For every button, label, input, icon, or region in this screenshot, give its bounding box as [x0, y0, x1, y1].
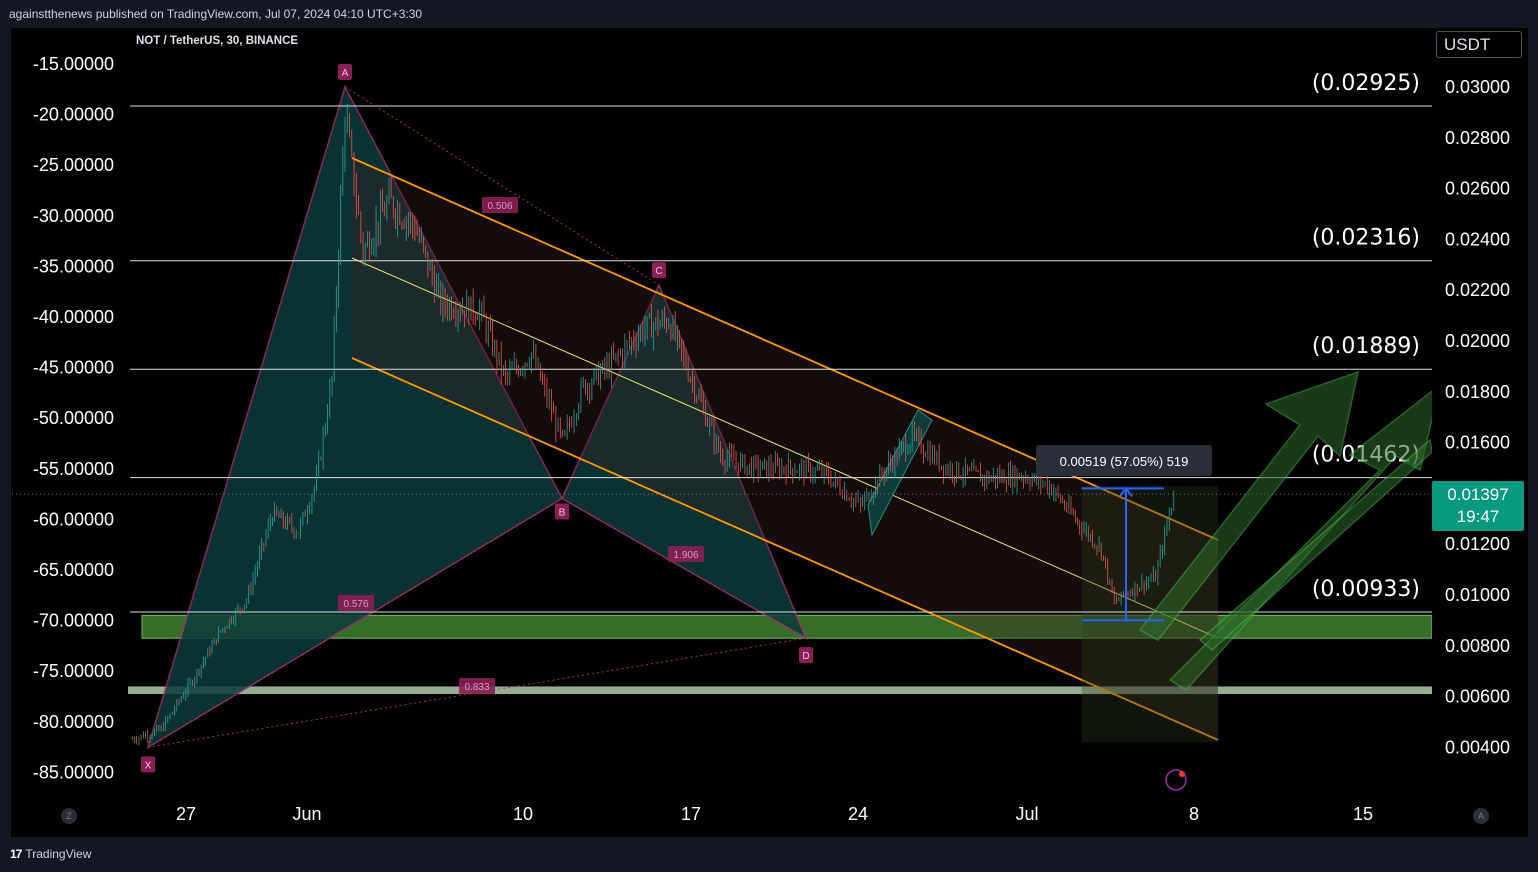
- left-axis-tick: -20.00000: [33, 105, 114, 125]
- lower-support-zone: [128, 686, 1432, 695]
- left-axis-tick: -25.00000: [33, 155, 114, 175]
- left-axis-tick: -30.00000: [33, 206, 114, 226]
- pattern-ratio-label: 0.506: [487, 201, 512, 212]
- measure-arrowhead: [1119, 486, 1133, 497]
- right-axis-tick: 0.02600: [1445, 179, 1510, 199]
- bar-countdown: 19:47: [1456, 507, 1500, 526]
- right-axis-tick: 0.00800: [1445, 636, 1510, 656]
- pattern-ratio-badge: [668, 546, 704, 562]
- publisher-bar: againstthenews published on TradingView.…: [0, 0, 1538, 28]
- pattern-xb-line: [147, 498, 563, 748]
- x-axis-tick: Jun: [292, 804, 321, 824]
- right-axis-tick: 0.00400: [1445, 737, 1510, 757]
- publisher-text: againstthenews published on TradingView.…: [9, 7, 423, 21]
- left-axis-tick: -50.00000: [33, 408, 114, 428]
- left-axis-tick: -60.00000: [33, 509, 114, 529]
- left-axis-tick: -55.00000: [33, 459, 114, 479]
- right-axis-tick: 0.02400: [1445, 229, 1510, 249]
- right-axis-tick: 0.02800: [1445, 128, 1510, 148]
- pattern-bd-line: [561, 498, 807, 639]
- pattern-ac-line: [344, 86, 660, 286]
- level-label: (0.01889): [1312, 334, 1420, 359]
- left-axis-tick: -65.00000: [33, 560, 114, 580]
- x-axis-tick: 24: [848, 804, 868, 824]
- pattern-ratio-label: 0.576: [343, 599, 368, 610]
- pattern-ratio-label: 0.833: [464, 682, 489, 693]
- left-axis-tick: -80.00000: [33, 712, 114, 732]
- measure-label: 0.00519 (57.05%) 519: [1060, 454, 1189, 469]
- channel-upper-line: [351, 157, 1219, 541]
- notification-dot-icon: [1179, 771, 1185, 777]
- currency-unit-button[interactable]: USDT: [1436, 31, 1522, 58]
- projection-arrow-3: [1198, 438, 1432, 651]
- pattern-ratio-badge: [459, 678, 495, 694]
- pattern-point-badge: [652, 262, 666, 279]
- left-axis-tick: -35.00000: [33, 256, 114, 276]
- level-label: (0.02316): [1312, 226, 1420, 251]
- right-axis-tick: 0.01600: [1445, 433, 1510, 453]
- pattern-point-badge: [799, 647, 813, 664]
- last-price-tag: 0.01397 19:47: [1432, 481, 1524, 531]
- range-box: [1082, 486, 1218, 742]
- level-label: (0.02925): [1312, 71, 1420, 96]
- right-axis-tick: 0.02200: [1445, 280, 1510, 300]
- pattern-ratio-label: 1.906: [673, 550, 698, 561]
- x-axis-tick: 17: [681, 804, 701, 824]
- pattern-point-badge: [555, 503, 569, 520]
- tradingview-brand[interactable]: 17 TradingView: [10, 847, 91, 861]
- tradingview-logo-icon: 17: [10, 847, 22, 861]
- pattern-point-label: D: [802, 651, 809, 662]
- pattern-point-label: B: [559, 507, 566, 518]
- x-axis-tick: 8: [1189, 804, 1199, 824]
- right-axis-tick: 0.01200: [1445, 534, 1510, 554]
- right-axis-tick: 0.01800: [1445, 382, 1510, 402]
- replay-icon: [1165, 769, 1187, 791]
- pattern-point-label: A: [342, 68, 349, 79]
- left-axis-tick: -45.00000: [33, 358, 114, 378]
- channel-mid-line: [351, 257, 1219, 639]
- pattern-point-label: C: [655, 266, 662, 277]
- last-price-value: 0.01397: [1447, 485, 1509, 504]
- channel-fill: [352, 158, 1218, 740]
- brand-name: TradingView: [25, 847, 92, 861]
- left-axis-tick: -40.00000: [33, 307, 114, 327]
- left-axis-tick: -70.00000: [33, 611, 114, 631]
- pattern-xd-line: [147, 637, 807, 748]
- auto-scale-right-button[interactable]: A: [1473, 808, 1489, 824]
- left-axis-tick: -15.00000: [33, 54, 114, 74]
- x-axis-tick: 27: [176, 804, 196, 824]
- footer-bar: [0, 837, 1538, 872]
- pattern-point-badge: [141, 756, 155, 773]
- x-axis-tick: Jul: [1015, 804, 1038, 824]
- level-label: (0.00933): [1312, 577, 1420, 602]
- projection-arrow-1: [1138, 370, 1360, 641]
- x-axis-tick: 10: [513, 804, 533, 824]
- measure-label-box: [1036, 445, 1212, 476]
- pattern-point-badge: [338, 64, 352, 80]
- auto-scale-left-button[interactable]: Z: [61, 808, 77, 824]
- pattern-point-label: X: [145, 760, 152, 771]
- x-axis-tick: 15: [1353, 804, 1373, 824]
- pattern-ratio-badge: [482, 197, 518, 213]
- right-axis-tick: 0.03000: [1445, 77, 1510, 97]
- channel-lower-line: [351, 357, 1219, 741]
- right-axis-tick: 0.02000: [1445, 331, 1510, 351]
- left-axis-tick: -75.00000: [33, 661, 114, 681]
- pattern-ratio-badge: [338, 595, 374, 611]
- left-axis-tick: -85.00000: [33, 762, 114, 782]
- symbol-info[interactable]: NOT / TetherUS, 30, BINANCE: [136, 35, 299, 47]
- right-axis-tick: 0.01000: [1445, 585, 1510, 605]
- right-axis-tick: 0.00600: [1445, 687, 1510, 707]
